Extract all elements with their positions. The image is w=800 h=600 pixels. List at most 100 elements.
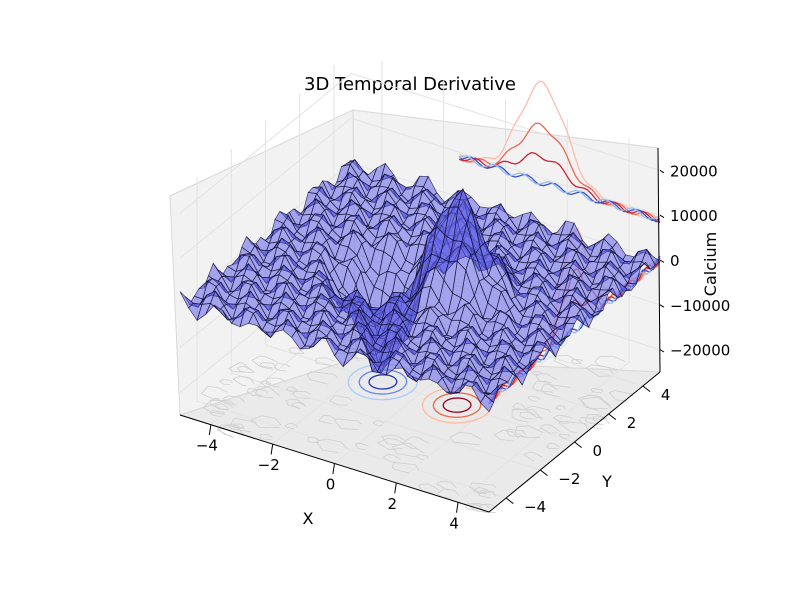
- x-tick-3: [394, 482, 397, 494]
- floor-noise-131: [531, 371, 543, 377]
- floor-noise-123: [285, 386, 299, 392]
- floor-noise-77: [391, 461, 420, 474]
- z-tick-label-3: 10000: [670, 207, 718, 225]
- floor-noise-101: [202, 399, 233, 415]
- floor-noise-67: [291, 401, 307, 409]
- x-tick-2: [332, 463, 335, 474]
- x-tick-label-3: 2: [388, 495, 398, 513]
- floor-noise-1: [246, 388, 268, 397]
- floor-noise-81: [436, 481, 457, 491]
- floor-noise-97: [250, 415, 282, 429]
- floor-noise-109: [558, 420, 588, 433]
- floor-noise-103: [515, 425, 544, 439]
- floor-noise-46: [476, 489, 496, 499]
- floor-noise-94: [545, 442, 560, 449]
- y-tick-4: [642, 385, 651, 392]
- x-tick-4: [456, 502, 459, 513]
- floor-noise-58: [555, 404, 566, 411]
- floor-noise-135: [584, 413, 608, 425]
- grid-y-0: [196, 177, 507, 499]
- floor-noise-34: [329, 394, 353, 406]
- grid-y-1: [230, 149, 541, 471]
- z-tick-1: [659, 304, 665, 308]
- y-tick-2: [574, 441, 583, 448]
- floor-noise-13: [259, 434, 273, 441]
- floor-noise-133: [570, 358, 584, 365]
- floor-noise-114: [590, 388, 604, 394]
- floor-noise-136: [577, 394, 611, 410]
- floor-noise-61: [265, 377, 287, 388]
- floor-noise-37: [315, 438, 347, 453]
- floor-noise-122: [237, 365, 252, 373]
- chart-title: 3D Temporal Derivative: [304, 74, 516, 95]
- floor-noise-137: [259, 380, 272, 387]
- floor-noise-14: [232, 423, 245, 430]
- floor-noise-118: [400, 436, 430, 450]
- z-tick-3: [659, 214, 665, 219]
- y-tick-label-0: −4: [524, 498, 546, 516]
- floor-noise-88: [493, 429, 520, 442]
- floor-contour-0-2: [368, 374, 398, 390]
- y-tick-label-2: 0: [593, 442, 603, 460]
- floor-noise-2: [527, 396, 541, 402]
- back-proj-line-0: [458, 80, 661, 222]
- floor-noise-110: [200, 386, 228, 400]
- floor-noise-38: [608, 390, 634, 402]
- floor-noise-27: [222, 395, 246, 406]
- floor-noise-36: [307, 436, 321, 443]
- z-tick-label-4: 20000: [670, 162, 718, 180]
- floor-noise-3: [228, 417, 257, 433]
- floor-noise-68: [416, 454, 429, 460]
- floor-noise-8: [505, 428, 527, 438]
- floor-noise-117: [585, 364, 614, 377]
- floor-noise-30: [436, 488, 460, 499]
- floor-noise-121: [523, 405, 552, 419]
- floor-noise-50: [333, 418, 363, 430]
- y-axis-ticks: −4 −2 0 2 4: [505, 385, 671, 516]
- back-projection-x: [458, 80, 661, 224]
- floor-noise-100: [254, 386, 280, 399]
- floor-noise-80: [522, 452, 543, 462]
- floor-noise-105: [477, 503, 498, 513]
- floor-noise-79: [284, 422, 299, 430]
- y-axis-label: Y: [601, 472, 612, 491]
- y-tick-label-4: 4: [661, 386, 671, 404]
- floor-noise-102: [306, 371, 339, 385]
- surface-quad-35-0: [479, 394, 495, 413]
- y-tick-0: [505, 497, 514, 504]
- y-tick-label-3: 2: [627, 414, 637, 432]
- z-tick-0: [659, 349, 665, 353]
- floor-noise-111: [540, 383, 571, 398]
- back-proj-line-4: [458, 155, 661, 220]
- floor-noise-18: [449, 431, 482, 446]
- grid-y-2: [265, 121, 575, 443]
- floor-noise-25: [558, 433, 571, 439]
- floor-noise-106: [391, 442, 425, 458]
- z-axis-line: [657, 147, 661, 373]
- floor-noise-63: [465, 502, 483, 512]
- floor-noise-75: [472, 486, 488, 495]
- y-tick-1: [539, 469, 548, 476]
- floor-noise-116: [511, 409, 542, 423]
- floor-noise-93: [285, 398, 305, 408]
- floor-noise-138: [512, 403, 526, 410]
- floor-noise-54: [292, 390, 311, 399]
- surface-mesh: [179, 159, 661, 413]
- z-axis-label: Calcium: [701, 232, 720, 296]
- floor-noise-40: [381, 434, 405, 446]
- floor-noise-16: [217, 424, 244, 437]
- floor-noise-128: [354, 443, 369, 450]
- grid-z-3: [179, 117, 661, 259]
- floor-contour-0-1: [358, 368, 408, 395]
- floor-noise-107: [228, 362, 255, 374]
- z-tick-label-0: −20000: [670, 342, 730, 360]
- y-tick-3: [608, 413, 617, 420]
- x-axis-ticks: −4 −2 0 2 4: [196, 424, 459, 532]
- x-tick-1: [270, 444, 274, 455]
- floor-noise-19: [209, 410, 225, 417]
- z-tick-4: [659, 169, 665, 174]
- floor-noise-126: [214, 403, 230, 411]
- floor-noise-47: [273, 363, 291, 372]
- floor-noise-129: [376, 437, 403, 450]
